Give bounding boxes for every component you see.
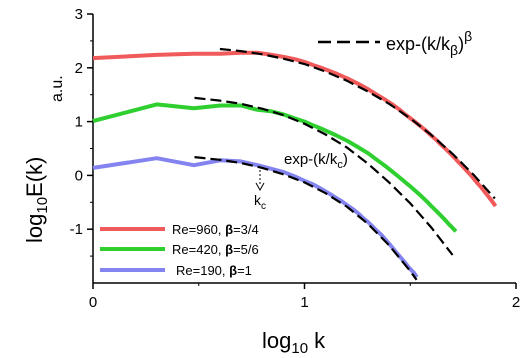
y-axis-label: log10E(k) <box>22 157 51 243</box>
x-axis-label: log10 k <box>262 328 326 357</box>
x-tick-label: 1 <box>300 294 308 311</box>
fit-beta-label: exp-(k/kβ)β <box>386 28 472 58</box>
kc-label: kc <box>254 192 266 212</box>
y-tick-label: 0 <box>75 167 83 184</box>
series-line-re960 <box>92 50 498 208</box>
y-tick-label: 1 <box>75 114 83 131</box>
legend-entry-re960: Re=960, β=3/4 <box>172 222 259 237</box>
fit-curve-2 <box>194 156 418 281</box>
y-tick-label: 2 <box>75 60 83 77</box>
fit-curve-0 <box>219 47 496 200</box>
legend-entry-re190: Re=190, β=1 <box>176 263 252 278</box>
legend-entry-re420: Re=420, β=5/6 <box>172 242 259 257</box>
y-unit-label: a.u. <box>49 75 66 102</box>
kc-arrow-head <box>255 182 265 192</box>
fit-curve-1 <box>194 96 454 256</box>
series-line-re190 <box>92 156 419 279</box>
y-tick-label: -1 <box>70 221 83 238</box>
x-tick-label: 2 <box>512 294 520 311</box>
y-tick-label: 3 <box>75 6 83 23</box>
axes: -1 0 1 2 3 0 1 2 <box>70 6 521 311</box>
legend: Re=960, β=3/4 Re=420, β=5/6 Re=190, β=1 <box>100 222 259 278</box>
series-line-re420 <box>92 102 458 233</box>
fit-curves-layer <box>194 47 496 281</box>
fit-c-label: exp-(k/kc) <box>284 151 348 171</box>
x-tick-label: 0 <box>89 294 97 311</box>
